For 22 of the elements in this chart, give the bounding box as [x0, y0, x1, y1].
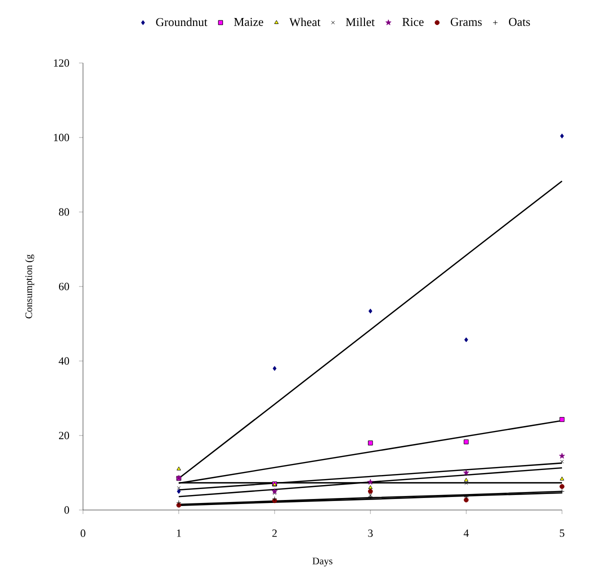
y-tick-label: 60 [58, 282, 70, 290]
y-tick-label: 0 [64, 506, 70, 514]
y-tick-label: 40 [58, 357, 70, 365]
legend-label: Millet [346, 18, 375, 26]
x-tick-label: 2 [272, 530, 277, 537]
legend-label: Grams [450, 18, 482, 26]
x-tick-label: 1 [177, 530, 181, 537]
legend-label: Oats [508, 18, 530, 26]
y-tick-label: 80 [58, 208, 70, 216]
x-axis-title: Days [312, 558, 332, 566]
x-tick-label: 5 [560, 530, 564, 537]
y-axis-title: Consumption (g [25, 254, 34, 318]
y-tick-label: 20 [59, 432, 70, 440]
legend-label: Rice [402, 18, 424, 26]
y-tick-label: 120 [54, 59, 70, 67]
legend-label: Maize [234, 18, 264, 26]
x-tick-label: 3 [368, 530, 373, 537]
x-tick-label: 0 [80, 530, 86, 537]
legend-label: Groundnut [156, 18, 208, 26]
x-tick-label: 4 [464, 530, 469, 537]
y-tick-label: 100 [54, 134, 70, 142]
legend-label: Wheat [289, 18, 320, 26]
